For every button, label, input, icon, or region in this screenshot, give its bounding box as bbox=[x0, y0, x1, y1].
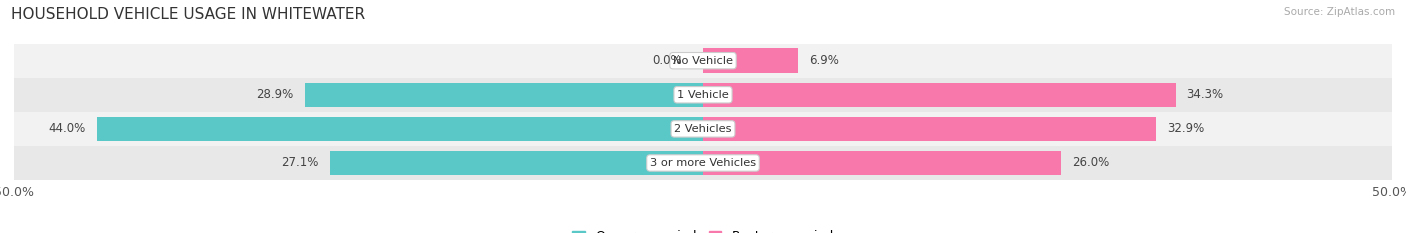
Bar bbox=[305, 82, 703, 107]
Bar bbox=[703, 82, 1175, 107]
Text: No Vehicle: No Vehicle bbox=[673, 56, 733, 66]
Text: 34.3%: 34.3% bbox=[1187, 88, 1223, 101]
Text: 28.9%: 28.9% bbox=[256, 88, 294, 101]
Text: 0.0%: 0.0% bbox=[652, 54, 682, 67]
Text: 26.0%: 26.0% bbox=[1073, 157, 1109, 169]
Text: 6.9%: 6.9% bbox=[808, 54, 839, 67]
Text: 2 Vehicles: 2 Vehicles bbox=[675, 124, 731, 134]
Text: Source: ZipAtlas.com: Source: ZipAtlas.com bbox=[1284, 7, 1395, 17]
Bar bbox=[703, 151, 1062, 175]
Bar bbox=[14, 146, 1392, 180]
Bar bbox=[14, 44, 1392, 78]
Bar bbox=[703, 116, 1156, 141]
Bar bbox=[14, 78, 1392, 112]
Text: 32.9%: 32.9% bbox=[1167, 122, 1205, 135]
Bar bbox=[329, 151, 703, 175]
Bar bbox=[14, 112, 1392, 146]
Legend: Owner-occupied, Renter-occupied: Owner-occupied, Renter-occupied bbox=[568, 225, 838, 233]
Text: HOUSEHOLD VEHICLE USAGE IN WHITEWATER: HOUSEHOLD VEHICLE USAGE IN WHITEWATER bbox=[11, 7, 366, 22]
Bar bbox=[97, 116, 703, 141]
Text: 27.1%: 27.1% bbox=[281, 157, 319, 169]
Text: 3 or more Vehicles: 3 or more Vehicles bbox=[650, 158, 756, 168]
Text: 1 Vehicle: 1 Vehicle bbox=[678, 90, 728, 100]
Bar bbox=[703, 48, 799, 73]
Text: 44.0%: 44.0% bbox=[48, 122, 86, 135]
